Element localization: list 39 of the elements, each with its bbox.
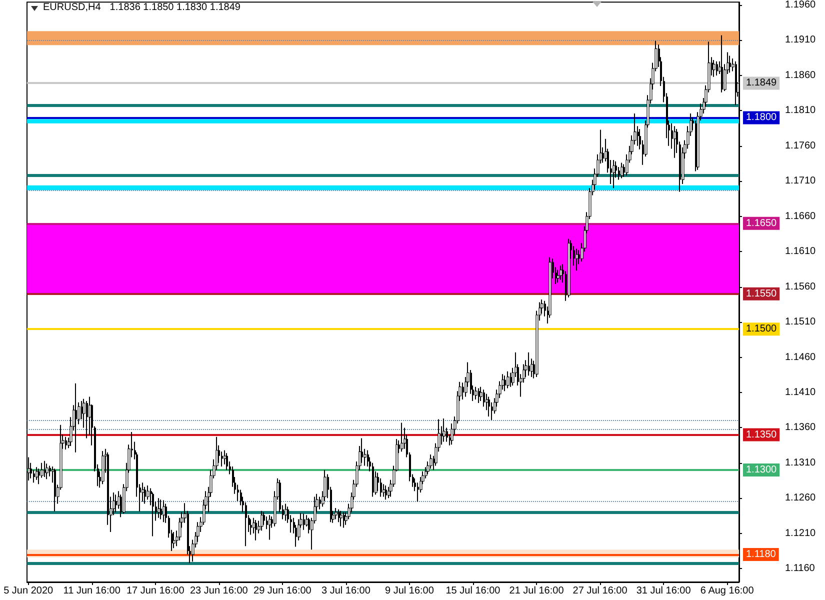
y-tick-label: 1.1360 <box>785 422 816 434</box>
ref-line-label: 1.1650 <box>746 218 778 229</box>
x-tick-label: 29 Jun 16:00 <box>254 586 312 596</box>
y-tick-label: 1.1460 <box>785 352 816 363</box>
y-tick-label: 1.1210 <box>785 528 816 539</box>
y-tick-label: 1.1960 <box>785 0 816 10</box>
ref-line-label: 1.1550 <box>746 288 778 300</box>
x-tick-label: 11 Jun 16:00 <box>63 586 121 596</box>
x-tick-label: 21 Jul 16:00 <box>509 586 564 596</box>
ref-line-label: 1.1300 <box>746 464 778 476</box>
x-tick-label: 27 Jul 16:00 <box>572 586 628 596</box>
x-tick-label: 9 Jul 16:00 <box>385 586 434 596</box>
ref-line-label: 1.1800 <box>746 112 778 124</box>
y-tick-label: 1.1910 <box>785 34 816 46</box>
ref-line-label: 1.1180 <box>746 549 776 560</box>
ref-line-label: 1.1350 <box>746 429 778 440</box>
ref-line-label: 1.1500 <box>746 324 778 335</box>
x-tick-label: 23 Jun 16:00 <box>190 586 248 596</box>
y-tick-label: 1.1810 <box>785 105 816 116</box>
y-tick-label: 1.1710 <box>785 176 816 187</box>
x-tick-label: 5 Jun 2020 <box>4 586 54 596</box>
x-tick-label: 3 Jul 16:00 <box>321 586 371 596</box>
chart-title: EURUSD,H4 <box>43 2 101 14</box>
x-tick-label: 31 Jul 16:00 <box>636 586 692 596</box>
y-tick-label: 1.1310 <box>785 457 816 468</box>
y-tick-label: 1.1160 <box>785 563 816 574</box>
y-tick-label: 1.1510 <box>785 316 816 328</box>
y-tick-label: 1.1660 <box>785 210 816 222</box>
chart-subtitle: 1.1836 1.1850 1.1830 1.1849 <box>110 2 240 14</box>
y-tick-label: 1.1260 <box>785 492 816 504</box>
y-tick-label: 1.1410 <box>785 386 816 398</box>
x-tick-label: 17 Jun 16:00 <box>126 586 185 596</box>
x-tick-label: 6 Aug 16:00 <box>700 586 754 596</box>
x-tick-label: 15 Jul 16:00 <box>446 586 501 596</box>
y-tick-label: 1.1860 <box>785 70 816 81</box>
y-tick-label: 1.1610 <box>785 246 816 258</box>
ref-line-label: 1.1849 <box>746 78 778 89</box>
y-tick-label: 1.1760 <box>785 140 816 152</box>
y-tick-label: 1.1560 <box>785 281 816 292</box>
